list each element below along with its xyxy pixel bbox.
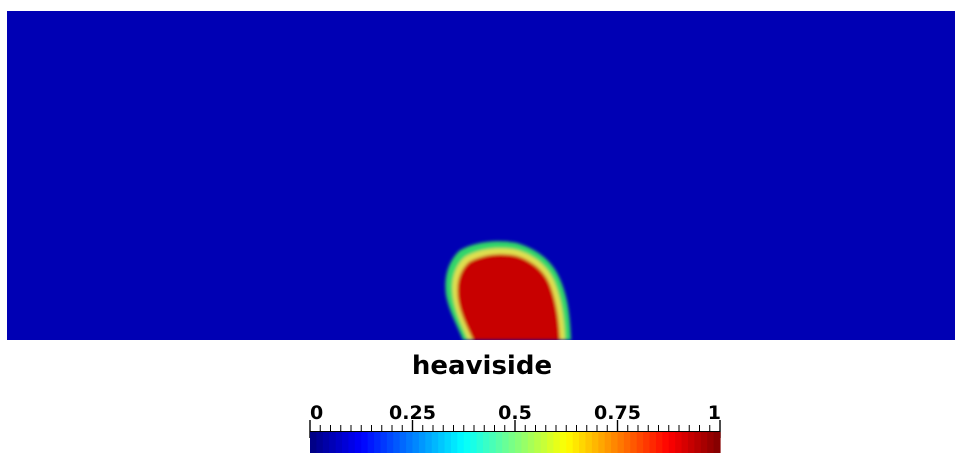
colorbar-swatch <box>489 432 497 453</box>
colorbar-swatch <box>342 432 350 453</box>
colorbar-swatch <box>482 432 490 453</box>
colorbar-swatch <box>598 432 606 453</box>
colorbar-swatch <box>431 432 439 453</box>
colorbar-swatch <box>713 432 721 453</box>
colorbar-swatch <box>617 432 625 453</box>
colorbar-swatch <box>700 432 708 453</box>
colorbar-swatch <box>655 432 663 453</box>
colorbar-swatch <box>470 432 478 453</box>
colorbar-swatch <box>361 432 369 453</box>
colorbar-swatch <box>579 432 587 453</box>
colorbar-swatch <box>393 432 401 453</box>
colorbar-swatch <box>611 432 619 453</box>
colorbar-swatch <box>335 432 343 453</box>
colorbar-swatch <box>502 432 510 453</box>
colorbar-swatch <box>623 432 631 453</box>
colorbar-title: heaviside <box>411 351 553 381</box>
colorbar-swatch <box>463 432 471 453</box>
colorbar-swatch <box>681 432 689 453</box>
colorbar-swatch <box>521 432 529 453</box>
colorbar-swatch <box>566 432 574 453</box>
colorbar-swatch <box>604 432 612 453</box>
colorbar-swatch <box>367 432 375 453</box>
colorbar-tick-label: 1 <box>708 402 721 424</box>
colorbar-swatch <box>310 432 318 453</box>
colorbar-swatch <box>354 432 362 453</box>
colorbar-swatch <box>457 432 465 453</box>
colorbar-swatch <box>643 432 651 453</box>
colorbar-swatch <box>348 432 356 453</box>
colorbar-swatch <box>450 432 458 453</box>
colorbar-swatch <box>591 432 599 453</box>
colorbar-swatch <box>540 432 548 453</box>
colorbar-swatch <box>418 432 426 453</box>
colorbar-swatch <box>527 432 535 453</box>
heaviside-blob <box>445 241 571 340</box>
colorbar-swatch <box>425 432 433 453</box>
colorbar-swatch <box>444 432 452 453</box>
field-view <box>7 11 955 340</box>
colorbar-swatch <box>438 432 446 453</box>
colorbar-swatch <box>386 432 394 453</box>
colorbar-swatch <box>515 432 523 453</box>
colorbar-swatch <box>572 432 580 453</box>
colorbar-swatch <box>495 432 503 453</box>
colorbar-swatch <box>675 432 683 453</box>
colorbar-swatch <box>553 432 561 453</box>
colorbar-swatch <box>329 432 337 453</box>
colorbar-swatch <box>547 432 555 453</box>
colorbar-swatch <box>412 432 420 453</box>
colorbar-swatch <box>476 432 484 453</box>
colorbar-swatch <box>316 432 324 453</box>
colorbar-swatch <box>559 432 567 453</box>
colorbar-tick-label: 0.5 <box>498 402 532 424</box>
colorbar-tick-label: 0.25 <box>389 402 436 424</box>
colorbar: 0 0.25 0.5 0.75 1 <box>309 402 721 453</box>
colorbar-swatch <box>534 432 542 453</box>
colorbar-swatch <box>399 432 407 453</box>
colorbar-swatch <box>687 432 695 453</box>
colorbar-swatch <box>406 432 414 453</box>
colorbar-swatch <box>636 432 644 453</box>
colorbar-swatch <box>707 432 715 453</box>
colorbar-swatch <box>585 432 593 453</box>
blob-core <box>457 254 560 340</box>
colorbar-swatch <box>630 432 638 453</box>
colorbar-swatch <box>662 432 670 453</box>
colorbar-swatch <box>322 432 330 453</box>
colorbar-swatch <box>694 432 702 453</box>
colorbar-swatch <box>374 432 382 453</box>
colorbar-swatch <box>380 432 388 453</box>
colorbar-swatch <box>668 432 676 453</box>
colorbar-swatch <box>649 432 657 453</box>
colorbar-tick-label: 0 <box>310 402 323 424</box>
colorbar-swatch <box>508 432 516 453</box>
colorbar-tick-label: 0.75 <box>594 402 641 424</box>
